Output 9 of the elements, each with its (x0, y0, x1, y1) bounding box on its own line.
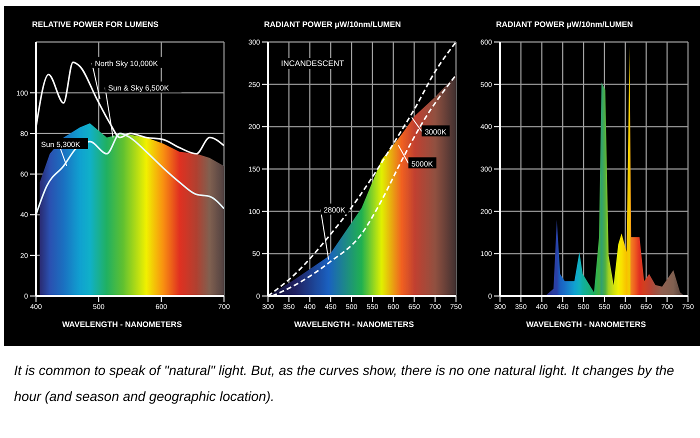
line-series (36, 132, 224, 216)
annotation: INCANDESCENT (278, 58, 348, 69)
chart-title: RELATIVE POWER FOR LUMENS (32, 20, 160, 31)
x-axis-title: WAVELENGTH - NANOMETERS (293, 320, 415, 329)
chart-title: RADIANT POWER μW/10nm/LUMEN (496, 20, 634, 31)
text: It is common to speak of "natural" light. But, as the curves show, there is no one natural light. It changes by the hour (and season and geographic location). (14, 362, 676, 406)
x-axis-title: WAVELENGTH - NANOMETERS (61, 320, 183, 329)
x-axis-title: WAVELENGTH - NANOMETERS (525, 320, 647, 329)
chart-title: RADIANT POWER μW/10nm/LUMEN (264, 20, 402, 31)
